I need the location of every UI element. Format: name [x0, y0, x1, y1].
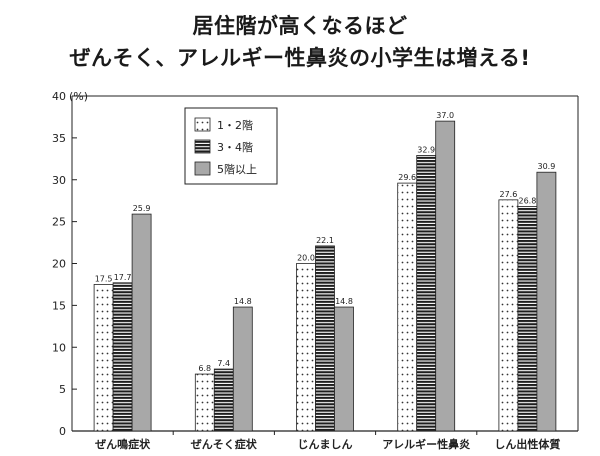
bar	[498, 199, 519, 432]
bar	[131, 213, 152, 432]
bar	[232, 306, 253, 432]
bar-value-label: 6.8	[198, 364, 211, 373]
y-tick-label: 0	[59, 425, 66, 438]
legend-label: 1・2階	[217, 118, 253, 132]
bar-value-label: 14.8	[234, 297, 252, 306]
legend-swatch	[194, 161, 211, 176]
y-tick-label: 25	[52, 216, 66, 229]
x-category-label: じんましん	[298, 438, 353, 451]
bar-value-label: 17.7	[114, 273, 132, 282]
bar	[93, 284, 114, 432]
bar	[296, 263, 316, 432]
x-category-label: アレルギー性鼻炎	[382, 437, 470, 451]
bar-value-label: 25.9	[133, 204, 151, 213]
x-category-label: ぜん鳴症状	[95, 437, 151, 451]
bar-value-label: 32.9	[417, 145, 435, 154]
bar	[194, 373, 215, 432]
bar-value-label: 30.9	[537, 162, 555, 171]
bar	[397, 182, 418, 432]
x-category-label: ぜんそく症状	[191, 437, 258, 451]
bar-value-label: 27.6	[499, 190, 517, 199]
legend-swatch	[194, 139, 211, 154]
legend-swatch	[194, 117, 211, 132]
chart-title-line2: ぜんそく、アレルギー性鼻炎の小学生は増える!	[69, 46, 531, 70]
bar	[517, 206, 538, 432]
legend-label: 5階以上	[217, 162, 257, 176]
legend-label: 3・4階	[217, 140, 253, 154]
bar	[536, 171, 557, 432]
bar-value-label: 17.5	[95, 274, 113, 283]
bar-value-label: 37.0	[436, 111, 454, 120]
x-category-label: しん出性体質	[494, 437, 560, 451]
bar-value-label: 29.6	[398, 173, 416, 182]
y-tick-label: 10	[52, 341, 66, 354]
bar-value-label: 22.1	[316, 236, 334, 245]
y-tick-label: 40	[52, 90, 66, 103]
bar-value-label: 26.8	[518, 197, 536, 206]
bar-value-label: 7.4	[217, 359, 230, 368]
y-tick-label: 35	[52, 132, 66, 145]
bar	[213, 368, 234, 432]
bar	[112, 282, 133, 432]
bar-value-label: 20.0	[297, 254, 315, 263]
bar	[315, 245, 335, 432]
y-tick-label: 20	[52, 258, 66, 271]
bar	[416, 155, 437, 432]
bar	[435, 120, 456, 432]
y-tick-label: 5	[59, 383, 66, 396]
bar	[334, 306, 354, 432]
bar-value-label: 14.8	[335, 297, 353, 306]
y-tick-label: 15	[52, 299, 66, 312]
y-unit-label: (%)	[69, 90, 88, 103]
y-tick-label: 30	[52, 174, 66, 187]
chart-title-line1: 居住階が高くなるほど	[192, 14, 408, 38]
